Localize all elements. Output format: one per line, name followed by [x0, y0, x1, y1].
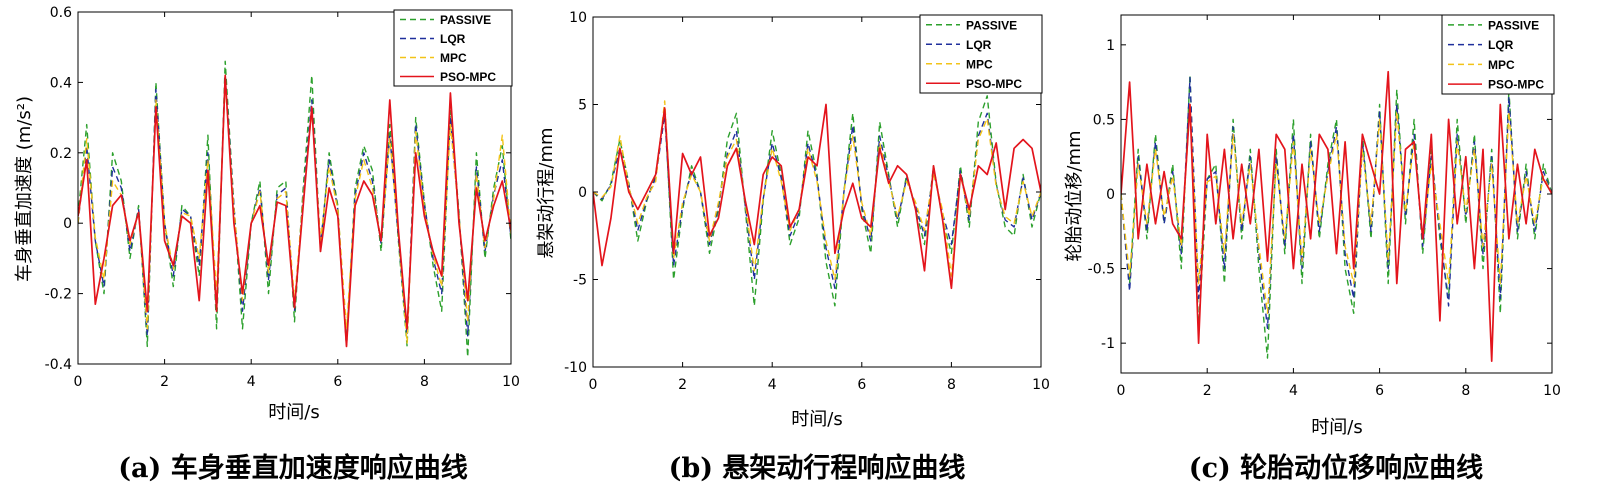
x-tick-label-c: 10: [1543, 383, 1561, 399]
legend-label-pso-mpc-a: PSO-MPC: [440, 70, 496, 84]
caption-c: (c) 轮胎动位移响应曲线: [1189, 452, 1483, 484]
y-tick-label-b: -10: [564, 360, 587, 376]
legend-box-a: [393, 9, 513, 87]
legend-box-c: [1441, 14, 1555, 95]
series-group-a: [78, 60, 511, 358]
x-tick-label-c: 4: [1289, 383, 1298, 399]
y-tick-label-c: -1: [1101, 336, 1115, 352]
panel-c: 0 2 4 6 8 10 -1 -0.5 0 0.5 1 PASSIVE LQR MPC PSO-MPC (…: [1064, 14, 1561, 484]
y-tick-label-a: -0.2: [45, 287, 72, 303]
series-line-pso-mpc-a: [78, 74, 511, 348]
ylabel-c: 轮胎动位移/mm: [1064, 130, 1085, 261]
x-tick-label-c: 2: [1203, 383, 1212, 399]
x-tick-label-b: 10: [1032, 377, 1050, 393]
x-tick-label-a: 10: [502, 374, 520, 390]
y-tick-label-b: 10: [569, 10, 587, 26]
legend-label-mpc-b: MPC: [966, 57, 993, 71]
y-tick-label-b: 5: [578, 98, 587, 114]
series-group-c: [1121, 70, 1552, 362]
series-line-pso-mpc-b: [593, 103, 1041, 290]
y-tick-label-c: 0.5: [1093, 112, 1115, 128]
plot-area-a: 0 2 4 6 8 10 -0.4 -0.2 0 0.2 0.4 0.6 PASSIVE LQR MPC PS…: [45, 5, 520, 390]
axes-box-a: [77, 11, 512, 365]
y-tick-label-a: 0.6: [50, 5, 72, 21]
y-tick-label-b: -5: [573, 273, 587, 289]
legend-label-pso-mpc-c: PSO-MPC: [1488, 78, 1544, 92]
xlabel-b: 时间/s: [791, 409, 842, 430]
legend-box-b: [919, 14, 1043, 94]
legend-label-passive-a: PASSIVE: [440, 13, 491, 27]
ylabel-b: 悬架动行程/mm: [536, 127, 557, 258]
legend-b: PASSIVE LQR MPC PSO-MPC: [919, 14, 1043, 94]
series-line-pso-mpc-c: [1121, 70, 1552, 362]
y-tick-label-c: 1: [1106, 38, 1115, 54]
y-tick-label-c: 0: [1106, 187, 1115, 203]
series-group-b: [593, 95, 1041, 307]
xlabel-a: 时间/s: [268, 402, 319, 423]
y-tick-label-a: 0.4: [50, 75, 72, 91]
y-tick-label-a: -0.4: [45, 357, 72, 373]
plot-area-c: 0 2 4 6 8 10 -1 -0.5 0 0.5 1 PASSIVE LQR MPC PSO-MPC: [1088, 14, 1561, 399]
xlabel-c: 时间/s: [1311, 417, 1362, 438]
x-tick-label-a: 6: [333, 374, 342, 390]
x-tick-label-a: 4: [247, 374, 256, 390]
x-tick-label-b: 6: [857, 377, 866, 393]
caption-a: (a) 车身垂直加速度响应曲线: [118, 452, 467, 484]
x-tick-label-b: 4: [768, 377, 777, 393]
x-tick-label-b: 2: [678, 377, 687, 393]
x-tick-label-c: 0: [1117, 383, 1126, 399]
legend-label-pso-mpc-b: PSO-MPC: [966, 77, 1022, 91]
x-tick-label-a: 0: [74, 374, 83, 390]
legend-c: PASSIVE LQR MPC PSO-MPC: [1441, 14, 1555, 95]
x-tick-label-a: 8: [420, 374, 429, 390]
legend-label-passive-c: PASSIVE: [1488, 18, 1539, 32]
y-tick-label-a: 0.2: [50, 146, 72, 162]
series-line-lqr-c: [1121, 76, 1552, 329]
legend-label-passive-b: PASSIVE: [966, 18, 1017, 32]
legend-label-lqr-a: LQR: [440, 32, 466, 46]
panel-b: 0 2 4 6 8 10 -10 -5 0 5 10 PASSIVE LQR MPC PSO-MPC (b)…: [536, 10, 1050, 484]
x-tick-label-c: 8: [1461, 383, 1470, 399]
legend-label-mpc-c: MPC: [1488, 58, 1515, 72]
legend-label-lqr-b: LQR: [966, 38, 992, 52]
x-tick-label-b: 0: [589, 377, 598, 393]
y-tick-label-c: -0.5: [1088, 262, 1115, 278]
legend-a: PASSIVE LQR MPC PSO-MPC: [393, 9, 513, 87]
plot-area-b: 0 2 4 6 8 10 -10 -5 0 5 10 PASSIVE LQR MPC PSO-MPC: [564, 10, 1050, 393]
legend-label-mpc-a: MPC: [440, 51, 467, 65]
x-tick-label-b: 8: [947, 377, 956, 393]
series-line-lqr-b: [593, 112, 1041, 289]
caption-b: (b) 悬架动行程响应曲线: [669, 452, 966, 484]
legend-label-lqr-c: LQR: [1488, 38, 1514, 52]
x-tick-label-c: 6: [1375, 383, 1384, 399]
y-tick-label-b: 0: [578, 185, 587, 201]
x-tick-label-a: 2: [160, 374, 169, 390]
y-tick-label-a: 0: [63, 216, 72, 232]
panel-a: 0 2 4 6 8 10 -0.4 -0.2 0 0.2 0.4 0.6 PASSIVE LQR MPC PS…: [14, 5, 520, 484]
ylabel-a: 车身垂直加速度 (m/s²): [14, 96, 35, 282]
